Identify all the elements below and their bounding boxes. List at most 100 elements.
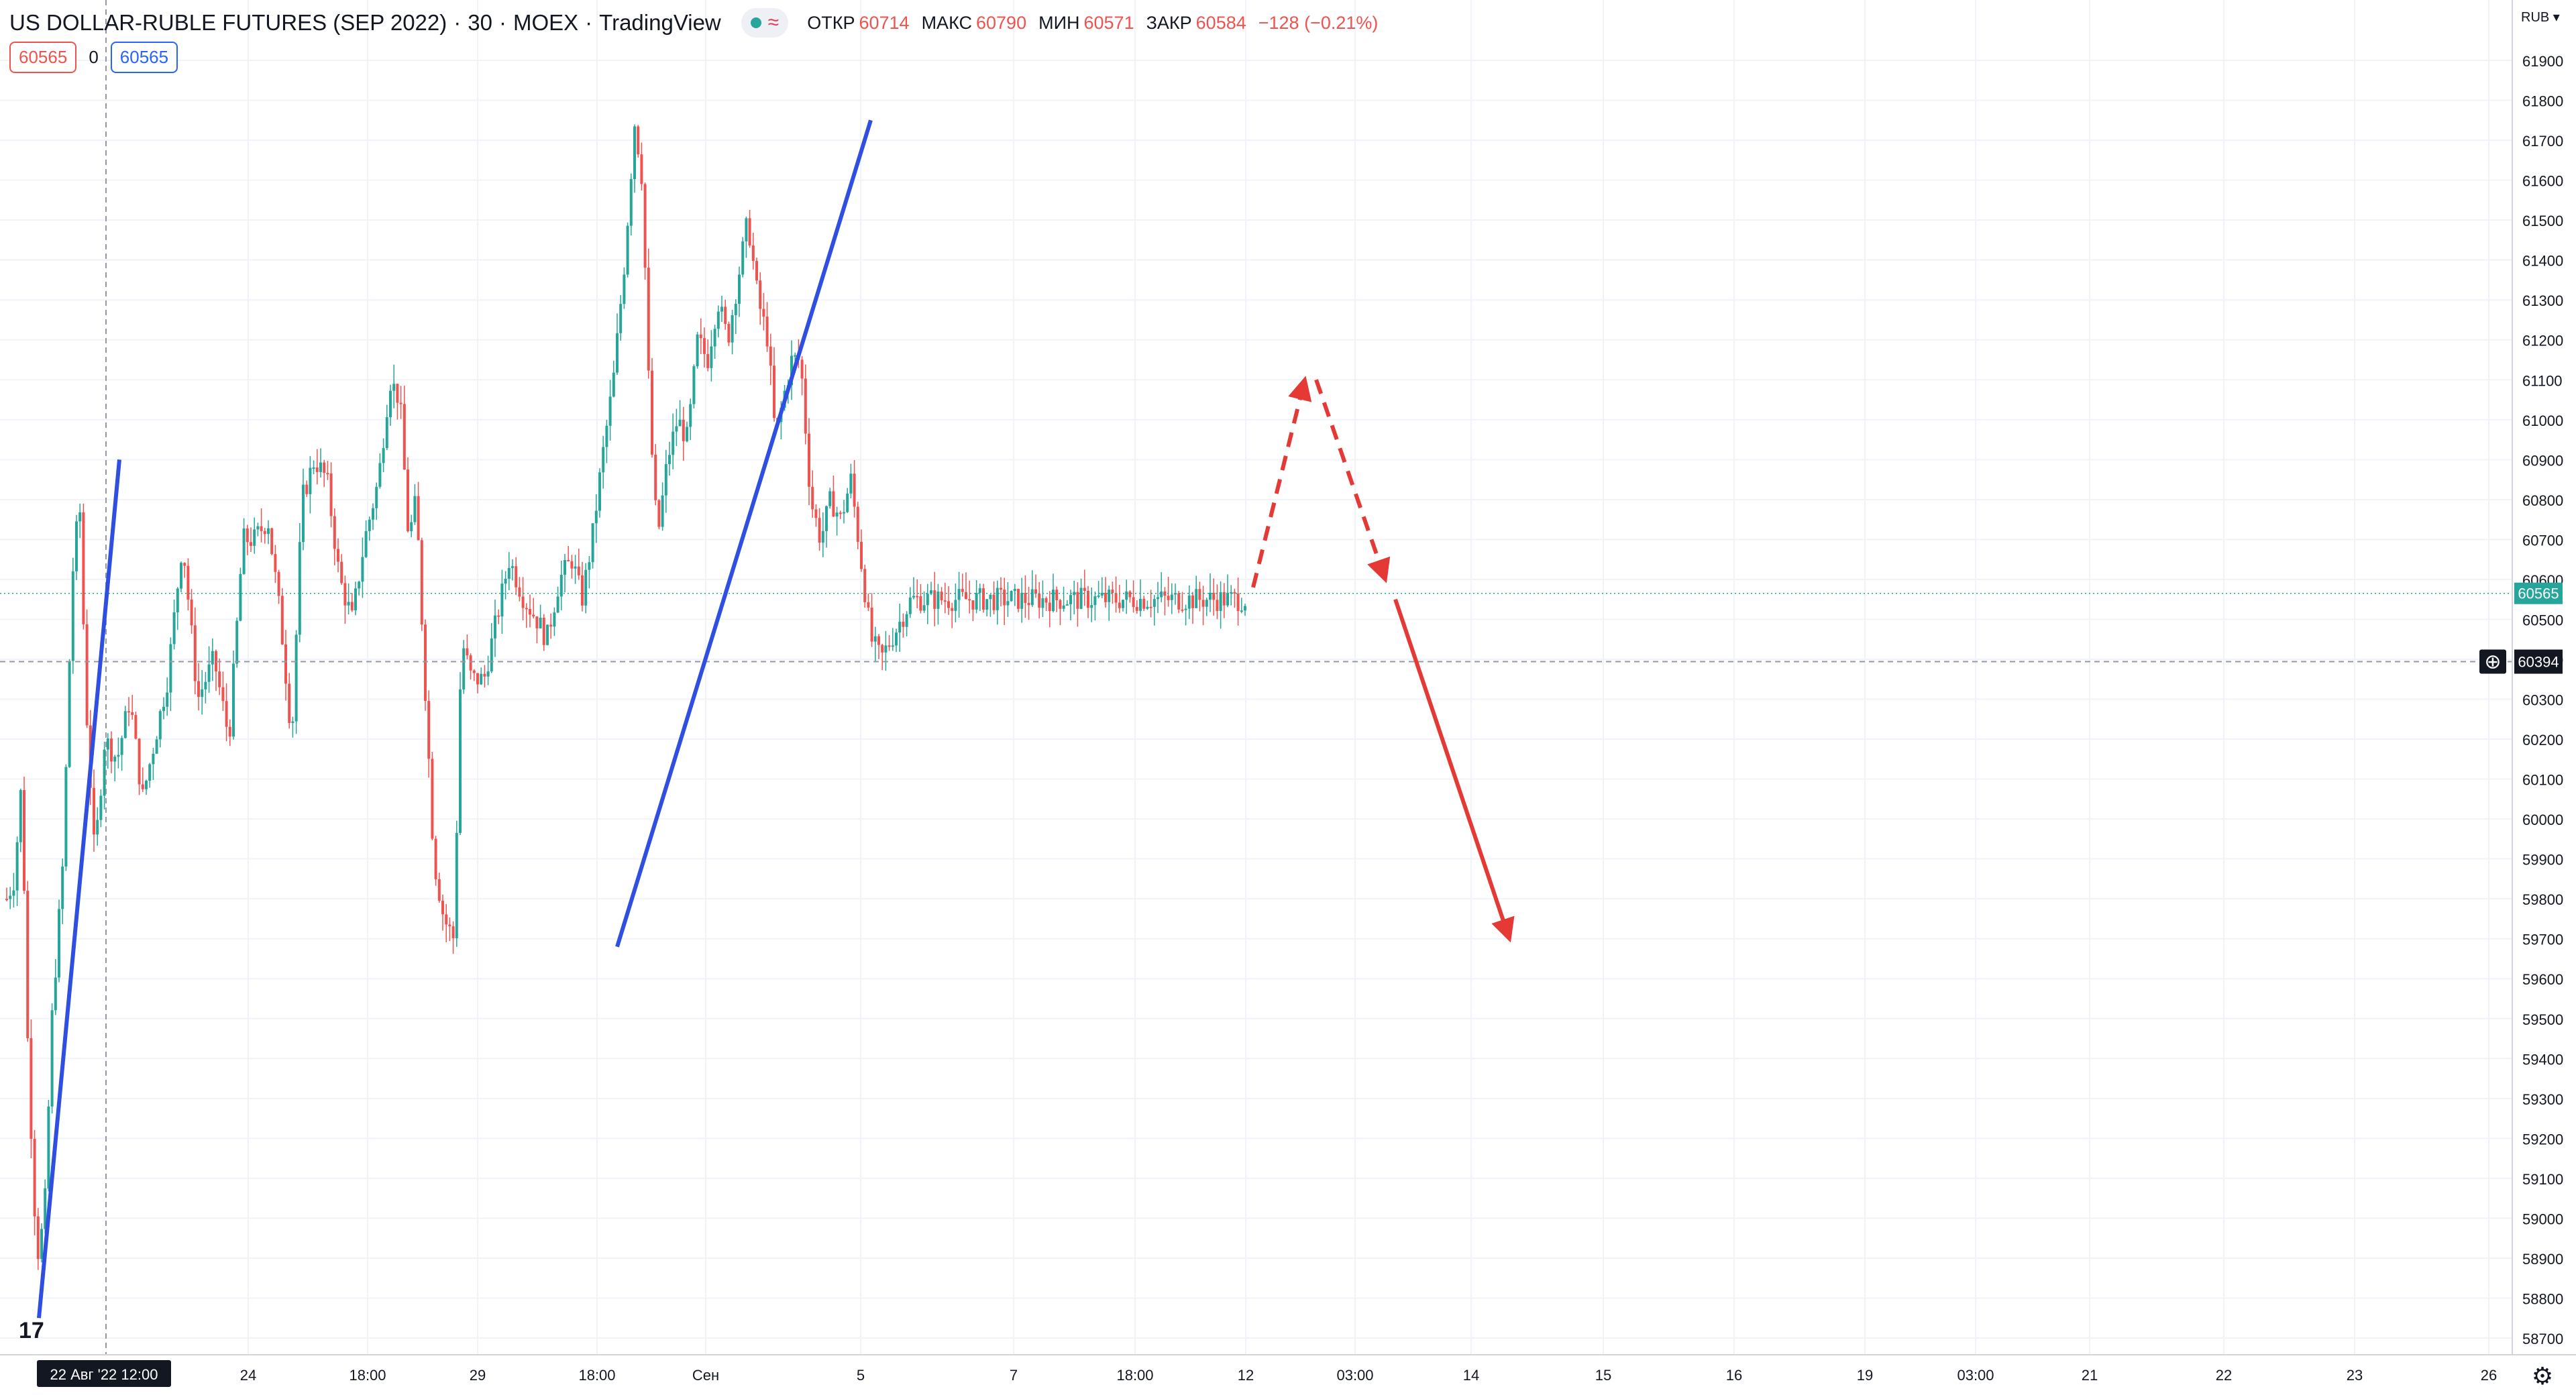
candle-body [672, 431, 675, 455]
tradingview-logo-icon[interactable]: 17 [19, 1318, 44, 1343]
candle-body [895, 632, 898, 646]
candle-body [594, 510, 598, 524]
candle-body [284, 644, 287, 684]
time-tick-label: 18:00 [349, 1367, 386, 1384]
currency-dropdown[interactable]: RUB ▾ [2521, 10, 2560, 25]
candle-body [989, 594, 992, 600]
candle-body [201, 689, 204, 698]
candle-body [246, 528, 249, 543]
candle-body [399, 402, 402, 404]
candle-body [1104, 592, 1107, 602]
time-tick-label: 03:00 [1336, 1367, 1373, 1384]
buy-button[interactable]: 60565 [110, 42, 178, 73]
candle-body [172, 612, 176, 645]
candle-body [902, 621, 905, 627]
price-tick-label: 61100 [2522, 372, 2563, 389]
forecast-arrow-dashed[interactable] [1314, 379, 1391, 583]
candle-body [5, 899, 8, 901]
interval-label[interactable]: 30 [468, 10, 492, 35]
candle-body [347, 602, 350, 606]
candle-body [169, 644, 172, 693]
candle-body [951, 608, 954, 611]
candle-body [682, 419, 685, 441]
candle-body [860, 541, 863, 569]
candle-body [1212, 592, 1216, 600]
candle-body [1003, 590, 1006, 606]
candle-body [260, 526, 263, 531]
candle-body [71, 571, 74, 661]
candle-body [507, 567, 511, 579]
price-tick-label: 59200 [2522, 1131, 2563, 1148]
candle-body [1128, 591, 1132, 598]
candle-body [466, 648, 469, 656]
candle-body [1010, 591, 1013, 602]
time-axis[interactable]: 24 18:00 29 18:00 Сен 5 7 18:00 12 03:00 14 15 16 19 0… [0, 1354, 2576, 1390]
candle-body [455, 832, 458, 938]
candle-body [180, 563, 182, 589]
time-tick-label: 19 [1857, 1367, 1873, 1384]
candle-body [329, 473, 333, 516]
candle-body [232, 663, 235, 737]
candle-body [633, 126, 636, 179]
candle-body [825, 506, 828, 531]
forecast-arrow-dashed[interactable] [1251, 376, 1312, 588]
candle-body [483, 673, 486, 677]
candle-body [424, 624, 427, 702]
candle-body [623, 274, 626, 304]
candle-body [44, 1188, 47, 1229]
trendline[interactable] [37, 459, 121, 1319]
candle-body [451, 926, 455, 938]
candle-body [120, 738, 123, 755]
candle-body [706, 353, 710, 368]
candle-body [218, 671, 221, 687]
sell-button[interactable]: 60565 [9, 42, 77, 73]
candle-body [23, 790, 25, 891]
candle-body [162, 706, 165, 712]
candle-body [814, 509, 818, 518]
price-axis[interactable]: 58700 58800 58900 59000 59100 59200 59300 59400… [2479, 0, 2576, 1395]
candle-body [598, 472, 601, 511]
candle-body [78, 512, 82, 522]
candle-body [678, 419, 682, 427]
add-alert-button[interactable] [2479, 649, 2506, 674]
price-tick-label: 60000 [2522, 812, 2563, 828]
candle-body [323, 462, 326, 473]
candle-body [818, 518, 821, 543]
price-axis-bg [2512, 0, 2576, 1395]
candle-body [1219, 592, 1222, 611]
candle-body [511, 566, 514, 568]
forecast-arrow-solid[interactable] [1393, 598, 1515, 943]
low-value: 60571 [1083, 12, 1134, 33]
candle-body [437, 879, 441, 901]
candle-body [1013, 589, 1016, 592]
candle-body [1055, 590, 1059, 600]
symbol-title[interactable]: US DOLLAR-RUBLE FUTURES (SEP 2022) [9, 10, 447, 35]
candle-body [832, 491, 835, 517]
candle-body [117, 755, 120, 757]
price-tick-label: 60800 [2522, 492, 2563, 509]
drawing-layer[interactable]: 17 [0, 0, 2512, 1355]
candle-body [1233, 592, 1236, 594]
candle-body [843, 512, 845, 514]
candle-body [647, 268, 650, 371]
candle-body [1073, 592, 1076, 596]
candle-body [1226, 592, 1229, 606]
candle-body [12, 890, 15, 896]
candle-body [207, 664, 211, 682]
price-tick-label: 58700 [2522, 1331, 2563, 1347]
settings-gear-icon[interactable]: ⚙ [2532, 1362, 2553, 1390]
candle-body [686, 427, 688, 441]
market-status-pill[interactable]: ≈ [741, 8, 789, 38]
candle-body [389, 390, 392, 418]
candle-body [58, 909, 60, 978]
candle-body [368, 519, 371, 531]
candle-body [486, 671, 490, 677]
candle-body [235, 620, 239, 664]
candle-body [846, 493, 849, 512]
candle-body [190, 599, 193, 626]
candle-body [93, 787, 95, 835]
trendline[interactable] [615, 119, 873, 948]
candle-body [591, 523, 594, 563]
candle-body [908, 597, 912, 614]
